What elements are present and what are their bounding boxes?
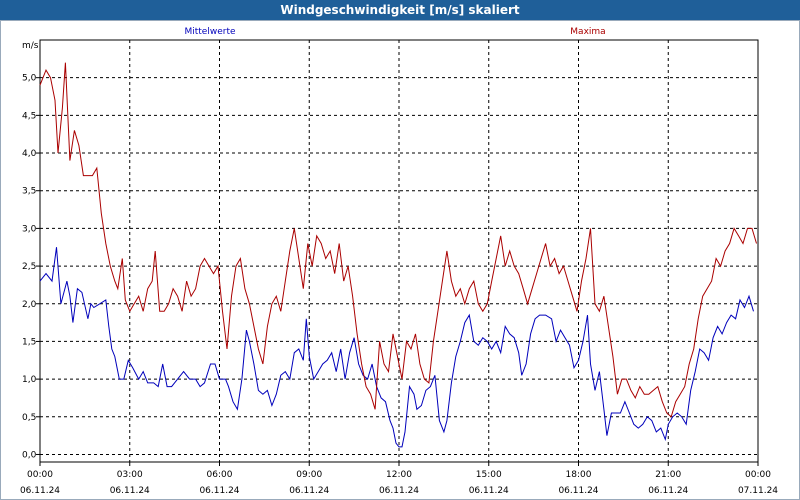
y-axis-unit-label: m/s bbox=[22, 41, 39, 51]
x-tick-time-0: 00:00 bbox=[27, 470, 53, 480]
y-tick-label-2: 4,0 bbox=[22, 149, 37, 159]
x-tick-time-5: 15:00 bbox=[476, 470, 502, 480]
y-tick-label-3: 3,5 bbox=[22, 187, 36, 197]
x-tick-date-0: 06.11.24 bbox=[20, 486, 60, 496]
x-tick-date-3: 06.11.24 bbox=[289, 486, 329, 496]
x-tick-time-4: 12:00 bbox=[386, 470, 412, 480]
x-tick-date-2: 06.11.24 bbox=[199, 486, 239, 496]
y-tick-label-0: 5,0 bbox=[22, 74, 37, 84]
y-tick-label-6: 2,0 bbox=[22, 300, 37, 310]
x-tick-time-8: 00:00 bbox=[745, 470, 771, 480]
x-tick-date-1: 06.11.24 bbox=[110, 486, 150, 496]
legend-Mittelwerte: Mittelwerte bbox=[184, 27, 235, 37]
x-tick-date-4: 06.11.24 bbox=[379, 486, 419, 496]
x-tick-time-1: 03:00 bbox=[117, 470, 143, 480]
x-tick-date-8: 07.11.24 bbox=[738, 486, 778, 496]
x-tick-date-5: 06.11.24 bbox=[469, 486, 509, 496]
x-tick-time-2: 06:00 bbox=[207, 470, 233, 480]
y-tick-label-5: 2,5 bbox=[22, 262, 36, 272]
legend-Maxima: Maxima bbox=[570, 27, 605, 37]
x-tick-time-6: 18:00 bbox=[566, 470, 592, 480]
chart-title: Windgeschwindigkeit [m/s] skaliert bbox=[0, 0, 800, 20]
x-tick-time-7: 21:00 bbox=[655, 470, 681, 480]
y-tick-label-10: 0,0 bbox=[22, 450, 37, 460]
y-tick-label-1: 4,5 bbox=[22, 111, 36, 121]
y-tick-label-7: 1,5 bbox=[22, 337, 36, 347]
x-tick-date-7: 06.11.24 bbox=[648, 486, 688, 496]
wind-speed-chart: m/s 5,0 4,5 4,0 3,5 3,0 2,5 2,0 1,5 1,0 0,5 0,0 00:0… bbox=[0, 20, 800, 500]
y-tick-label-4: 3,0 bbox=[22, 224, 37, 234]
grid-layer bbox=[40, 40, 758, 462]
y-tick-label-9: 0,5 bbox=[22, 413, 36, 423]
x-tick-date-6: 06.11.24 bbox=[558, 486, 598, 496]
y-tick-label-8: 1,0 bbox=[22, 375, 37, 385]
x-tick-time-3: 09:00 bbox=[296, 470, 322, 480]
legend-layer: Mittelwerte Maxima bbox=[184, 27, 605, 37]
